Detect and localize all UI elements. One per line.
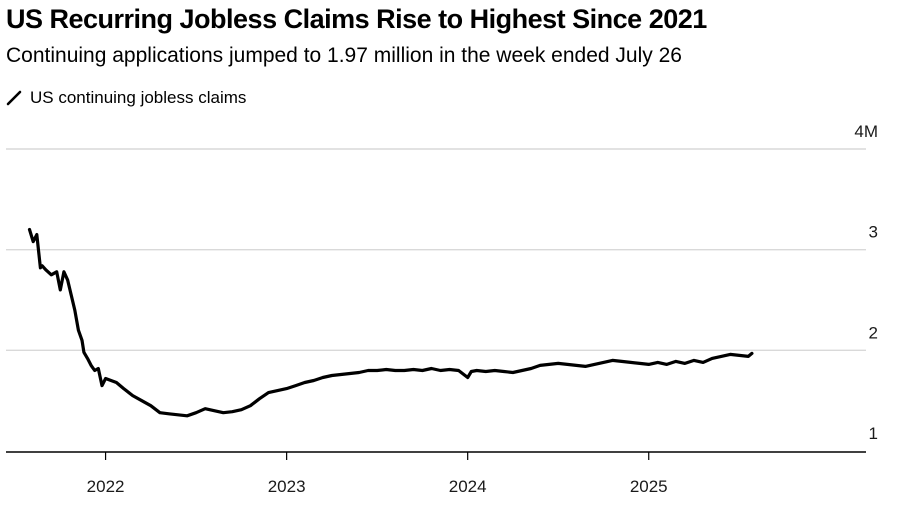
series-line	[27, 227, 754, 418]
x-tick-label: 2022	[87, 477, 125, 496]
y-tick-label: 1	[869, 424, 878, 443]
y-tick-label: 2	[869, 323, 878, 342]
x-tick-label: 2024	[449, 477, 487, 496]
chart-title: US Recurring Jobless Claims Rise to High…	[6, 4, 707, 34]
chart-subtitle: Continuing applications jumped to 1.97 m…	[6, 44, 682, 67]
y-tick-label: 4M	[854, 122, 878, 141]
y-tick-label: 3	[869, 223, 878, 242]
x-tick-label: 2023	[268, 477, 306, 496]
x-tick-label: 2025	[630, 477, 668, 496]
legend-line-icon	[6, 90, 22, 106]
legend-label: US continuing jobless claims	[30, 88, 247, 107]
legend: US continuing jobless claims	[6, 88, 246, 108]
